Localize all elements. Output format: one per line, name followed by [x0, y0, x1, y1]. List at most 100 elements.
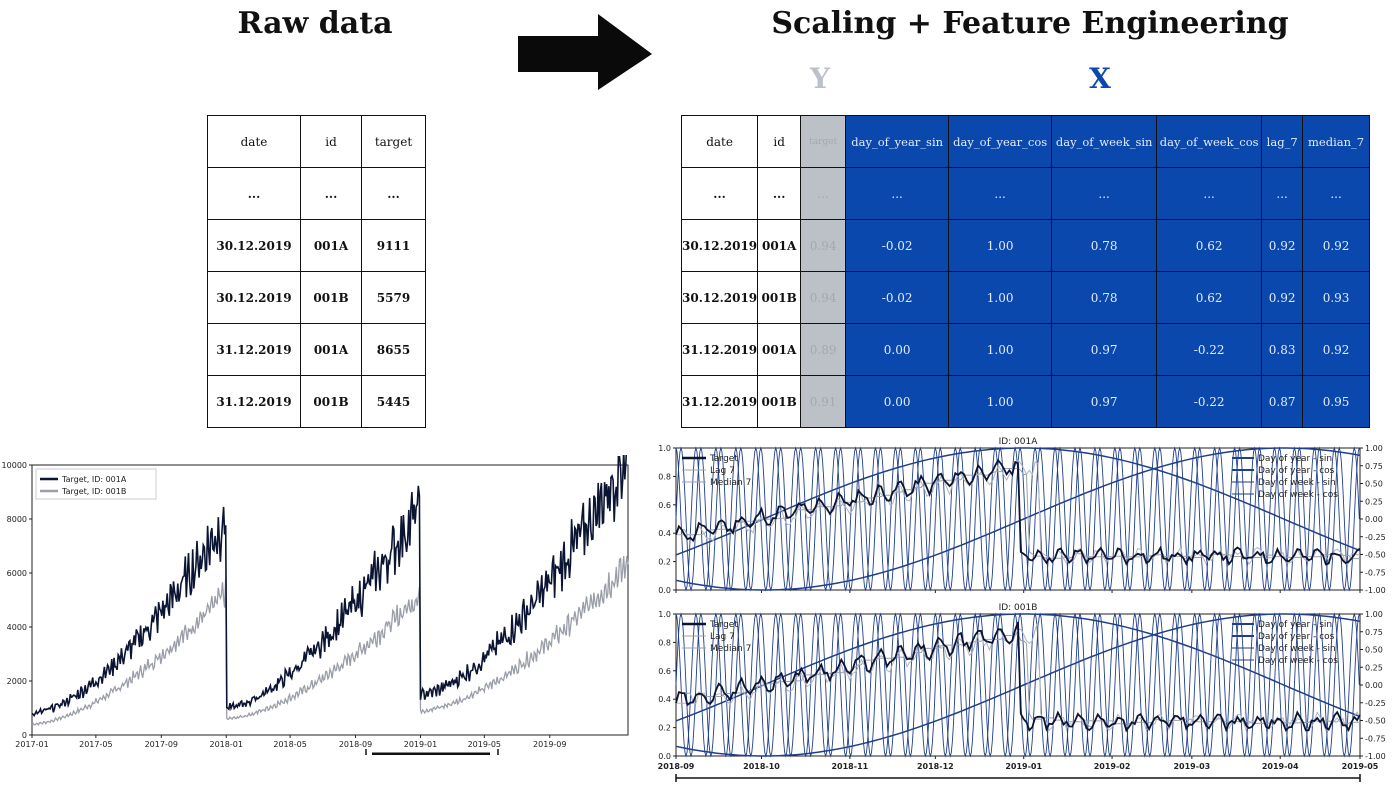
table-header-cell: id — [300, 115, 362, 168]
table-row: 30.12.2019 001B 0.94 -0.02 1.00 0.78 0.6… — [680, 271, 1370, 324]
legend-label-left: Lag 7 — [710, 632, 735, 642]
table-cell: 30.12.2019 — [207, 219, 301, 272]
x-tick-label: 2018-01 — [210, 740, 243, 749]
table-header-row: date id target day_of_year_sin day_of_ye… — [680, 115, 1370, 168]
y-tick-right-label: -0.25 — [1365, 699, 1386, 708]
table-cell: -0.22 — [1156, 375, 1263, 428]
raw-data-table: date id target ... ... ... 30.12.2019 00… — [207, 115, 426, 428]
legend-label-left: Target — [709, 454, 738, 464]
y-tick-label: 4000 — [7, 623, 27, 632]
table-cell: 30.12.2019 — [680, 219, 759, 272]
target-line — [675, 621, 1361, 733]
x-tick-label: 2018-09 — [658, 762, 695, 771]
table-cell: ... — [1051, 167, 1158, 220]
table-cell: ... — [361, 167, 426, 220]
table-header-cell: target — [361, 115, 426, 168]
legend-label-right: Day of year - cos — [1258, 632, 1335, 642]
x-tick-label: 2019-01 — [404, 740, 437, 749]
table-header-cell: day_of_week_sin — [1051, 115, 1158, 168]
table-row: 31.12.2019 001A 8655 — [207, 323, 426, 376]
y-tick-right-label: 0.50 — [1365, 480, 1383, 489]
x-tick-label: 2018-11 — [831, 762, 868, 771]
table-header-row: date id target — [207, 115, 426, 168]
day-of-year-sin-line — [675, 613, 1361, 757]
y-tick-left-label: 0.8 — [658, 472, 671, 481]
chart-title: ID: 001A — [999, 437, 1039, 447]
y-tick-left-label: 1.0 — [658, 444, 671, 453]
table-cell: ... — [757, 167, 802, 220]
raw-chart-frame — [31, 464, 629, 736]
y-label: Y — [810, 62, 830, 95]
y-tick-left-label: 0.0 — [658, 752, 671, 761]
table-row: ... ... ... — [207, 167, 426, 220]
legend-label-right: Day of week - cos — [1258, 656, 1338, 666]
x-tick-label: 2017-01 — [15, 740, 48, 749]
left-title: Raw data — [237, 6, 393, 41]
y-tick-left-label: 0.2 — [658, 724, 671, 733]
table-header-cell: day_of_year_sin — [845, 115, 950, 168]
table-cell: 001B — [757, 271, 802, 324]
table-cell: 001B — [300, 271, 362, 324]
table-cell: 0.92 — [1261, 219, 1304, 272]
x-tick-label: 2019-05 — [1342, 762, 1379, 771]
table-cell: 0.94 — [800, 271, 847, 324]
y-tick-left-label: 0.6 — [658, 501, 671, 510]
table-cell: 31.12.2019 — [207, 323, 301, 376]
y-tick-right-label: 0.00 — [1365, 515, 1383, 524]
table-cell: 0.62 — [1156, 219, 1263, 272]
table-cell: 30.12.2019 — [680, 271, 759, 324]
day-of-year-cos-line — [675, 613, 1361, 722]
table-cell: 0.78 — [1051, 219, 1158, 272]
right-arrow-icon — [518, 14, 652, 90]
table-cell: 0.92 — [1302, 323, 1370, 376]
table-cell: -0.22 — [1156, 323, 1263, 376]
table-cell: 1.00 — [948, 375, 1053, 428]
table-cell: 0.78 — [1051, 271, 1158, 324]
legend-label-right: Day of week - sin — [1258, 478, 1336, 488]
table-cell: 31.12.2019 — [680, 323, 759, 376]
legend-label-left: Lag 7 — [710, 466, 735, 476]
legend-label: Target, ID: 001B — [61, 487, 126, 496]
table-cell: 5579 — [361, 271, 426, 324]
y-tick-right-label: -1.00 — [1365, 752, 1386, 761]
table-cell: 8655 — [361, 323, 426, 376]
table-row: ... ... ... ... ... ... ... ... ... — [680, 167, 1370, 220]
chart-title: ID: 001B — [999, 603, 1038, 613]
y-tick-right-label: -0.50 — [1365, 717, 1386, 726]
x-tick-label: 2019-02 — [1094, 762, 1131, 771]
table-cell: 0.93 — [1302, 271, 1370, 324]
y-tick-right-label: -0.50 — [1365, 551, 1386, 560]
y-tick-right-label: 0.00 — [1365, 681, 1383, 690]
table-header-cell: target — [800, 115, 847, 168]
feature-table: date id target day_of_year_sin day_of_ye… — [680, 115, 1370, 428]
day-of-year-cos-line — [675, 447, 1361, 556]
table-cell: 001A — [300, 219, 362, 272]
table-cell: 0.83 — [1261, 323, 1304, 376]
table-cell: ... — [845, 167, 950, 220]
table-cell: ... — [948, 167, 1053, 220]
table-cell: -0.02 — [845, 219, 950, 272]
x-tick-label: 2018-10 — [743, 762, 780, 771]
feature-chart-001b: ID: 001B 0.0 0.2 0.4 0.6 0.8 1.0 -1.00 -0.75 -0.5… — [658, 603, 1386, 782]
table-cell: ... — [1156, 167, 1263, 220]
table-cell: 0.94 — [800, 219, 847, 272]
y-tick-right-label: 0.50 — [1365, 646, 1383, 655]
table-header-cell: day_of_week_cos — [1156, 115, 1263, 168]
y-tick-right-label: 1.00 — [1365, 444, 1383, 453]
table-cell: 0.00 — [845, 375, 950, 428]
x-tick-label: 2018-12 — [917, 762, 954, 771]
y-tick-right-label: 1.00 — [1365, 610, 1383, 619]
table-cell: 001A — [757, 323, 802, 376]
x-tick-label: 2019-03 — [1173, 762, 1210, 771]
table-cell: 001A — [757, 219, 802, 272]
y-tick-label: 0 — [22, 731, 27, 740]
y-tick-left-label: 0.4 — [658, 529, 671, 538]
target-line — [675, 458, 1361, 566]
y-tick-label: 2000 — [7, 677, 27, 686]
x-tick-label: 2018-05 — [273, 740, 306, 749]
table-cell: ... — [800, 167, 847, 220]
table-cell: 9111 — [361, 219, 426, 272]
table-cell: 0.92 — [1261, 271, 1304, 324]
y-tick-label: 10000 — [2, 461, 27, 470]
x-tick-label: 2017-09 — [145, 740, 178, 749]
